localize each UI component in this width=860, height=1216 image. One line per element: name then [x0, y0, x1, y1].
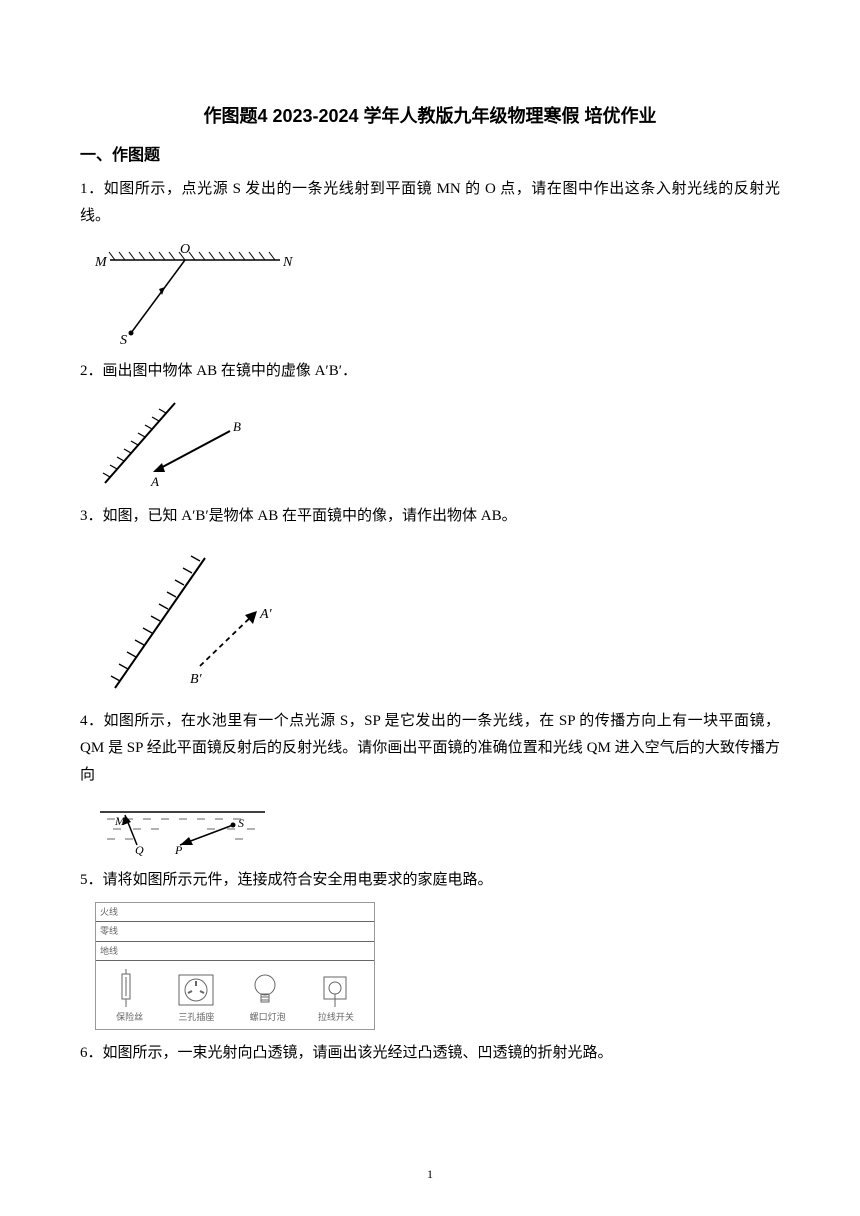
- problem-1: 1．如图所示，点光源 S 发出的一条光线射到平面镜 MN 的 O 点，请在图中作…: [80, 176, 780, 230]
- problem-4: 4．如图所示，在水池里有一个点光源 S，SP 是它发出的一条光线，在 SP 的传…: [80, 708, 780, 789]
- figure-2: A B: [95, 393, 780, 493]
- rail-fire: 火线: [96, 903, 374, 922]
- label-a: A: [150, 474, 159, 489]
- label-q4: Q: [135, 843, 144, 857]
- label-o: O: [180, 242, 190, 257]
- label-n: N: [282, 255, 293, 270]
- rail-neutral: 零线: [96, 922, 374, 941]
- page-title: 作图题4 2023-2024 学年人教版九年级物理寒假 培优作业: [80, 100, 780, 132]
- figure-5: 火线 零线 地线 保险丝 三孔插座 螺口灯泡 拉线开关: [95, 902, 780, 1030]
- figure-4: M Q P S: [95, 797, 780, 857]
- figure-1: M N O S: [95, 238, 780, 348]
- comp-fuse: 保险丝: [116, 969, 143, 1025]
- problem-5: 5．请将如图所示元件，连接成符合安全用电要求的家庭电路。: [80, 867, 780, 894]
- rail-ground: 地线: [96, 942, 374, 961]
- problem-3: 3．如图，已知 A′B′是物体 AB 在平面镜中的像，请作出物体 AB。: [80, 503, 780, 530]
- label-s: S: [120, 333, 127, 348]
- comp-bulb: 螺口灯泡: [250, 969, 286, 1025]
- label-aprime: A′: [259, 607, 273, 622]
- section-header: 一、作图题: [80, 142, 780, 171]
- label-m: M: [95, 255, 108, 270]
- label-m4: M: [114, 814, 126, 828]
- figure-3: A′ B′: [95, 538, 780, 698]
- page-number: 1: [0, 1164, 860, 1186]
- label-s4: S: [238, 816, 244, 830]
- label-bprime: B′: [190, 672, 203, 687]
- comp-switch: 拉线开关: [318, 969, 354, 1025]
- label-p4: P: [174, 843, 183, 857]
- label-b: B: [233, 419, 241, 434]
- problem-6: 6．如图所示，一束光射向凸透镜，请画出该光经过凸透镜、凹透镜的折射光路。: [80, 1040, 780, 1067]
- problem-2: 2．画出图中物体 AB 在镜中的虚像 A′B′．: [80, 358, 780, 385]
- comp-socket: 三孔插座: [175, 969, 217, 1025]
